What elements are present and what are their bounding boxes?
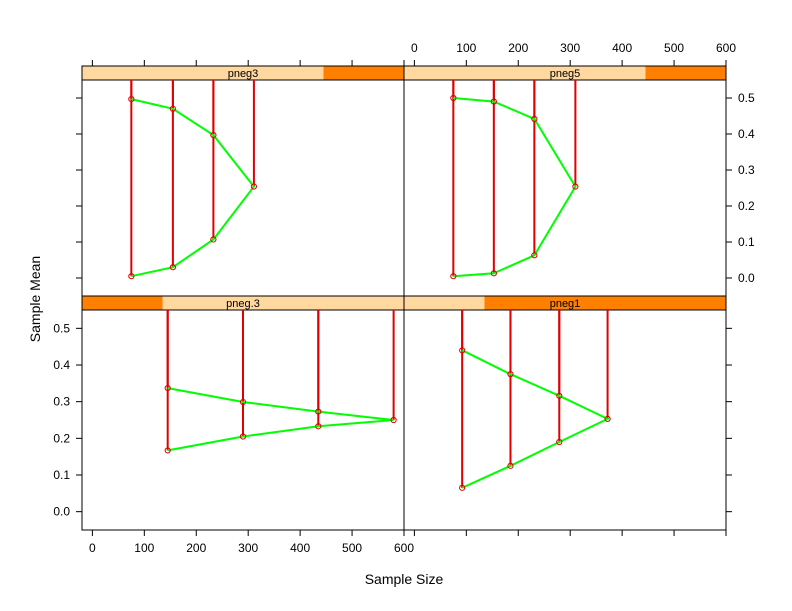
- data-point: [128, 95, 135, 103]
- data-point: [459, 347, 466, 354]
- panel-pneg.3: pneg.3: [81, 295, 405, 531]
- y-tick-label-right: 0.5: [738, 91, 755, 105]
- data-point: [556, 392, 563, 399]
- strip-label: pneg5: [550, 68, 581, 80]
- data-point: [450, 273, 457, 280]
- data-point: [556, 438, 563, 446]
- data-point: [210, 131, 217, 139]
- series-line: [167, 387, 394, 452]
- strip-indicator: [645, 66, 726, 80]
- data-point: [239, 433, 247, 440]
- x-tick-label-bottom: 100: [134, 541, 154, 555]
- strip-indicator: [323, 66, 404, 80]
- strip-label: pneg1: [550, 298, 581, 310]
- panel-pneg3: pneg3: [81, 65, 405, 297]
- x-tick-label-bottom: 200: [186, 541, 206, 555]
- panel-pneg5: pneg5: [403, 65, 727, 297]
- strip-indicator: [82, 296, 163, 310]
- x-tick-label-top: 0: [411, 41, 418, 55]
- data-point: [490, 270, 497, 277]
- data-point: [459, 484, 466, 491]
- axes-layer: 0 100 200 300 400 500 600 0 100 200 300 400 500 600 0.…: [53, 41, 755, 555]
- data-point: [250, 183, 258, 190]
- x-tick-label-top: 600: [716, 41, 736, 55]
- data-point: [507, 462, 514, 469]
- panel-frame: [81, 79, 405, 297]
- data-point: [490, 98, 497, 105]
- series-line: [461, 349, 610, 489]
- x-tick-label-bottom: 300: [238, 541, 258, 555]
- data-point: [128, 273, 135, 280]
- strip-label: pneg3: [228, 68, 259, 80]
- x-tick-label-bottom: 500: [342, 541, 362, 555]
- data-point: [164, 447, 171, 454]
- panel-frame: [403, 309, 727, 531]
- panel-frame: [403, 79, 727, 297]
- data-point: [169, 105, 176, 112]
- panel-pneg1: pneg1: [403, 295, 727, 531]
- y-tick-label-left: 0.4: [53, 358, 70, 372]
- strip-label: pneg.3: [226, 298, 260, 310]
- data-point: [315, 423, 322, 430]
- x-tick-label-bottom: 600: [394, 541, 414, 555]
- y-tick-label-left: 0.1: [53, 468, 70, 482]
- data-point: [450, 94, 457, 102]
- data-point: [572, 183, 579, 190]
- data-point: [239, 398, 247, 406]
- x-axis-title: Sample Size: [365, 571, 444, 587]
- x-tick-label-top: 400: [612, 41, 632, 55]
- data-point: [315, 408, 322, 415]
- panels-layer: pneg3 pneg5 pneg.3 pneg1: [81, 65, 727, 531]
- y-tick-label-right: 0.1: [738, 235, 755, 249]
- x-tick-label-top: 300: [560, 41, 580, 55]
- y-tick-label-right: 0.4: [738, 127, 755, 141]
- y-tick-label-right: 0.3: [738, 163, 755, 177]
- data-point: [164, 385, 171, 392]
- x-tick-label-bottom: 400: [290, 541, 310, 555]
- y-tick-label-left: 0.0: [53, 505, 70, 519]
- data-point: [604, 415, 611, 422]
- series-line: [453, 97, 577, 278]
- data-point: [210, 236, 217, 243]
- y-tick-label-left: 0.2: [53, 431, 70, 445]
- x-tick-label-bottom: 0: [89, 541, 96, 555]
- data-point: [531, 252, 538, 259]
- y-tick-label-right: 0.2: [738, 199, 755, 213]
- x-tick-label-top: 100: [456, 41, 476, 55]
- series-line: [131, 98, 256, 278]
- y-axis-title: Sample Mean: [27, 256, 43, 342]
- data-point: [169, 264, 176, 271]
- strip-indicator: [484, 296, 726, 310]
- y-tick-label-right: 0.0: [738, 271, 755, 285]
- x-tick-label-top: 500: [664, 41, 684, 55]
- y-tick-label-left: 0.5: [53, 321, 70, 335]
- data-point: [531, 115, 538, 122]
- y-tick-label-left: 0.3: [53, 395, 70, 409]
- x-tick-label-top: 200: [508, 41, 528, 55]
- data-point: [507, 371, 514, 378]
- data-point: [390, 416, 397, 424]
